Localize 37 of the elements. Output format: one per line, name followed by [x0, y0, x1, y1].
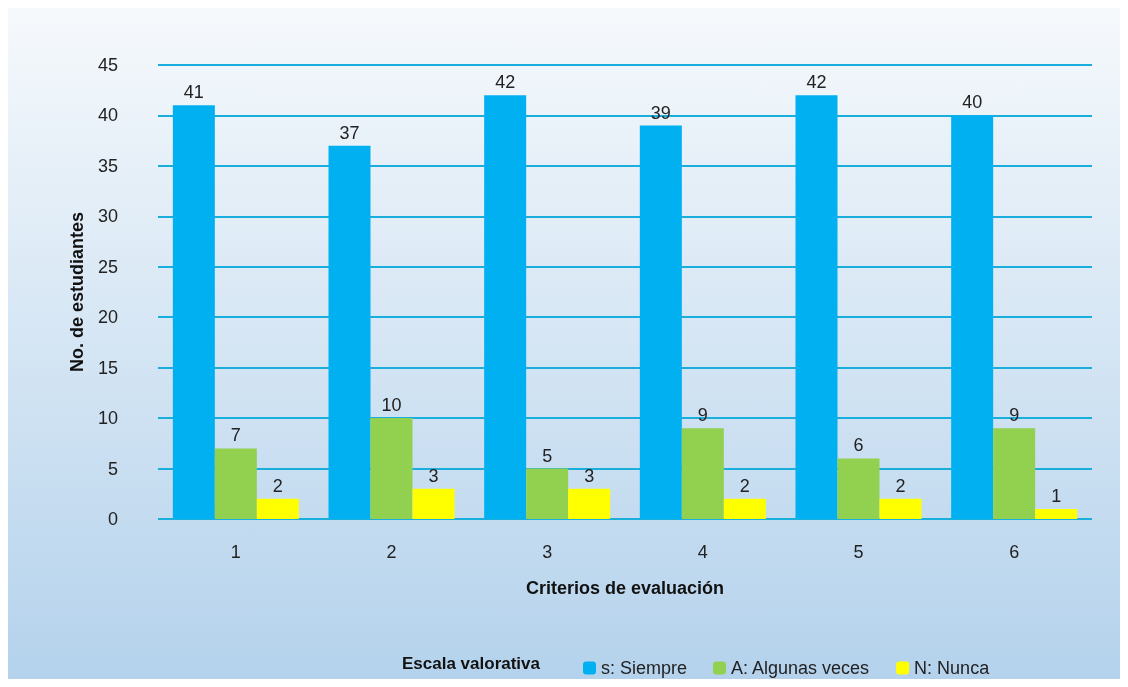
data-label: 40	[962, 92, 983, 113]
y-tick-label: 45	[97, 55, 118, 75]
y-tick-label: 5	[107, 458, 118, 479]
y-tick-label: 30	[97, 206, 118, 227]
x-tick-label: 3	[542, 542, 553, 562]
data-label: 10	[381, 395, 402, 416]
data-label: 3	[584, 465, 595, 486]
x-tick-label: 6	[1009, 542, 1020, 562]
data-label: 5	[542, 445, 553, 466]
data-label: 3	[428, 465, 439, 486]
x-tick-label: 4	[697, 542, 708, 562]
y-tick-label: 10	[97, 408, 118, 429]
legend-title: Escala valorativa	[402, 654, 541, 673]
legend-label: N: Nunca	[914, 658, 991, 678]
y-tick-label: 20	[97, 307, 118, 328]
legend-label: s: Siempre	[601, 658, 688, 678]
x-tick-label: 2	[386, 542, 397, 562]
y-tick-label: 0	[107, 509, 118, 529]
x-tick-label: 1	[230, 542, 241, 562]
data-label: 2	[895, 475, 906, 496]
data-label: 41	[183, 82, 204, 103]
data-label: 7	[230, 425, 241, 446]
data-label: 2	[272, 475, 283, 496]
data-label: 6	[853, 435, 864, 456]
x-axis-title: Criterios de evaluación	[525, 578, 725, 598]
data-label: 42	[806, 72, 827, 93]
data-label: 2	[739, 475, 750, 496]
y-tick-label: 15	[97, 357, 118, 378]
data-label: 1	[1051, 485, 1062, 506]
y-tick-label: 40	[97, 105, 118, 126]
y-axis-title: No. de estudiantes	[67, 211, 87, 373]
data-label: 37	[339, 122, 360, 143]
y-tick-label: 25	[97, 256, 118, 277]
y-tick-label: 35	[97, 155, 118, 176]
data-label: 42	[495, 72, 516, 93]
x-tick-label: 5	[853, 542, 864, 562]
legend-label: A: Algunas veces	[731, 658, 870, 678]
